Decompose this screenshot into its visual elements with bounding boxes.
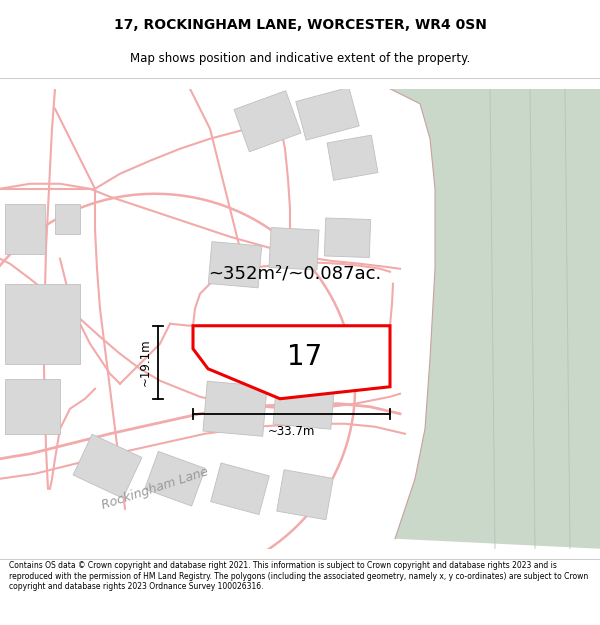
Text: 17, ROCKINGHAM LANE, WORCESTER, WR4 0SN: 17, ROCKINGHAM LANE, WORCESTER, WR4 0SN (113, 18, 487, 32)
Bar (296, 88, 359, 140)
Bar (208, 242, 262, 288)
Bar (5, 379, 60, 434)
Bar (327, 135, 378, 181)
Bar (234, 91, 301, 152)
Bar (55, 204, 80, 234)
Bar (269, 228, 319, 270)
Bar (73, 434, 142, 498)
Bar (211, 463, 269, 514)
Text: Rockingham Lane: Rockingham Lane (100, 466, 210, 512)
Polygon shape (193, 326, 390, 399)
Polygon shape (390, 89, 600, 549)
Text: Contains OS data © Crown copyright and database right 2021. This information is : Contains OS data © Crown copyright and d… (9, 561, 588, 591)
Text: ~19.1m: ~19.1m (139, 339, 151, 386)
Bar (273, 376, 335, 429)
Bar (203, 381, 267, 436)
Text: 17: 17 (287, 342, 323, 371)
Bar (145, 451, 205, 506)
Bar (277, 470, 333, 520)
Text: ~33.7m: ~33.7m (268, 425, 315, 438)
Bar (325, 218, 371, 258)
Text: Map shows position and indicative extent of the property.: Map shows position and indicative extent… (130, 52, 470, 65)
Bar (5, 204, 45, 254)
Bar (5, 284, 80, 364)
Text: ~352m²/~0.087ac.: ~352m²/~0.087ac. (208, 265, 382, 282)
